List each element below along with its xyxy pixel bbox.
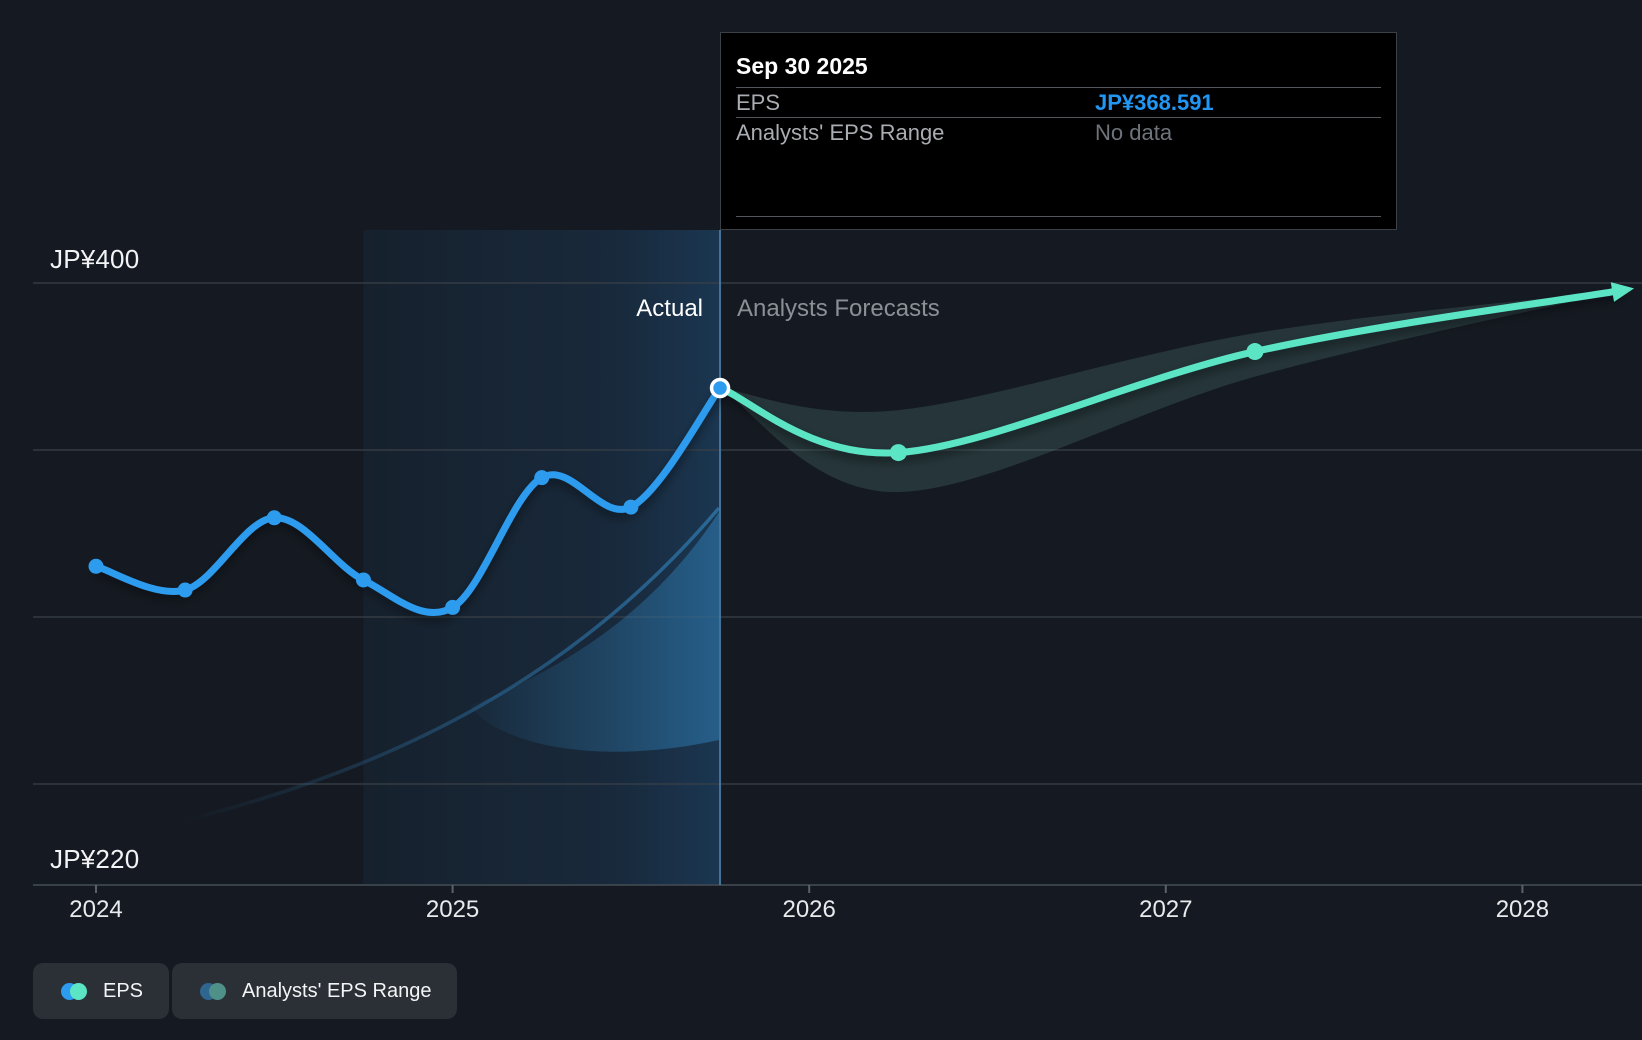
- tooltip-range-label: Analysts' EPS Range: [736, 120, 945, 145]
- past-year-highlight-band: [363, 230, 721, 885]
- eps-forecast-line[interactable]: [716, 286, 1626, 457]
- forecast-data-point[interactable]: [889, 444, 907, 462]
- tooltip-eps-value: JP¥368.591: [1095, 90, 1214, 115]
- actual-section-label: Actual: [636, 295, 703, 322]
- range-dot-teal-icon: [209, 982, 226, 1000]
- eps-data-point[interactable]: [177, 582, 193, 598]
- selected-data-point[interactable]: [709, 377, 731, 399]
- tooltip-divider: [736, 87, 1381, 88]
- tooltip-eps-label: EPS: [736, 90, 781, 115]
- eps-data-point[interactable]: [534, 470, 550, 486]
- eps-data-point[interactable]: [355, 572, 371, 588]
- tooltip-range-value: No data: [1095, 120, 1173, 145]
- legend-range-label: Analysts' EPS Range: [242, 979, 432, 1002]
- x-tick-label-2025: 2025: [425, 896, 480, 923]
- legend-eps-label: EPS: [103, 979, 144, 1002]
- chart-legend: EPS Analysts' EPS Range: [0, 963, 1642, 1019]
- x-tick-label-2028: 2028: [1495, 896, 1550, 923]
- tooltip-bottom-divider: [736, 216, 1381, 217]
- legend-item-analysts-range[interactable]: Analysts' EPS Range: [172, 963, 458, 1019]
- tooltip-divider: [736, 117, 1381, 118]
- eps-legend-dots-icon: [61, 982, 87, 1000]
- forecast-arrowhead-icon: [1610, 282, 1635, 302]
- y-axis-label-max: JP¥400: [50, 244, 140, 274]
- forecast-data-point[interactable]: [1246, 343, 1264, 361]
- eps-data-point[interactable]: [445, 599, 461, 615]
- eps-data-point[interactable]: [88, 558, 104, 574]
- x-tick-label-2024: 2024: [69, 896, 123, 923]
- x-tick-label-2026: 2026: [782, 896, 836, 923]
- range-legend-dots-icon: [200, 982, 226, 1000]
- tooltip-row-eps: EPS JP¥368.591: [736, 88, 1381, 117]
- tooltip-date: Sep 30 2025: [736, 53, 868, 79]
- y-axis-label-min: JP¥220: [50, 844, 140, 874]
- eps-data-point[interactable]: [623, 499, 639, 515]
- eps-dot-teal-icon: [70, 982, 87, 1000]
- growth-trend-fan: [470, 512, 719, 752]
- forecast-section-label: Analysts Forecasts: [737, 295, 940, 322]
- tooltip-row-range: Analysts' EPS Range No data: [736, 118, 1381, 147]
- eps-data-point[interactable]: [266, 510, 282, 526]
- x-tick-label-2027: 2027: [1139, 896, 1193, 923]
- legend-item-eps[interactable]: EPS: [33, 963, 170, 1019]
- hover-tooltip: Sep 30 2025 EPS JP¥368.591 Analysts' EPS…: [720, 32, 1397, 230]
